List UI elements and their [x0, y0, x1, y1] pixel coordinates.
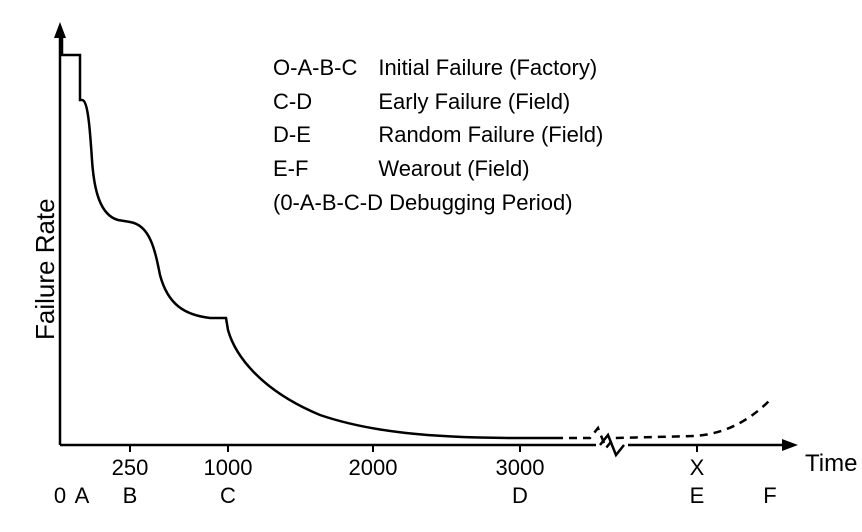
- legend-desc: Random Failure (Field): [377, 119, 621, 151]
- y-axis-arrow: [54, 22, 66, 38]
- x-axis-arrow: [782, 439, 798, 451]
- legend-note: (0-A-B-C-D Debugging Period): [272, 187, 621, 219]
- failure-curve-dashed: [555, 400, 770, 448]
- bathtub-curve-chart: Failure Rate Time 250 1000 2000 3000 X 0…: [0, 0, 862, 532]
- legend-desc: Initial Failure (Factory): [377, 52, 621, 84]
- legend-row: C-D Early Failure (Field): [272, 86, 621, 118]
- x-tick-label: 3000: [495, 455, 545, 481]
- y-axis-label: Failure Rate: [30, 198, 61, 340]
- x-axis-label: Time: [805, 450, 857, 478]
- legend: O-A-B-C Initial Failure (Factory) C-D Ea…: [270, 50, 623, 220]
- legend-table: O-A-B-C Initial Failure (Factory) C-D Ea…: [270, 50, 623, 220]
- legend-segment: D-E: [272, 119, 375, 151]
- point-label: D: [512, 483, 528, 509]
- x-tick-label: 1000: [203, 455, 253, 481]
- legend-row: (0-A-B-C-D Debugging Period): [272, 187, 621, 219]
- point-label: C: [220, 483, 236, 509]
- legend-desc: Early Failure (Field): [377, 86, 621, 118]
- point-label: 0: [52, 483, 68, 509]
- legend-row: E-F Wearout (Field): [272, 153, 621, 185]
- x-tick-label: X: [687, 455, 707, 481]
- point-label: E: [689, 483, 705, 509]
- legend-row: D-E Random Failure (Field): [272, 119, 621, 151]
- legend-segment: O-A-B-C: [272, 52, 375, 84]
- x-tick-label: 2000: [348, 455, 398, 481]
- point-label: F: [762, 483, 778, 509]
- legend-segment: E-F: [272, 153, 375, 185]
- point-label: B: [122, 483, 138, 509]
- legend-row: O-A-B-C Initial Failure (Factory): [272, 52, 621, 84]
- x-tick-label: 250: [110, 455, 150, 481]
- legend-segment: C-D: [272, 86, 375, 118]
- point-label: A: [74, 483, 90, 509]
- legend-desc: Wearout (Field): [377, 153, 621, 185]
